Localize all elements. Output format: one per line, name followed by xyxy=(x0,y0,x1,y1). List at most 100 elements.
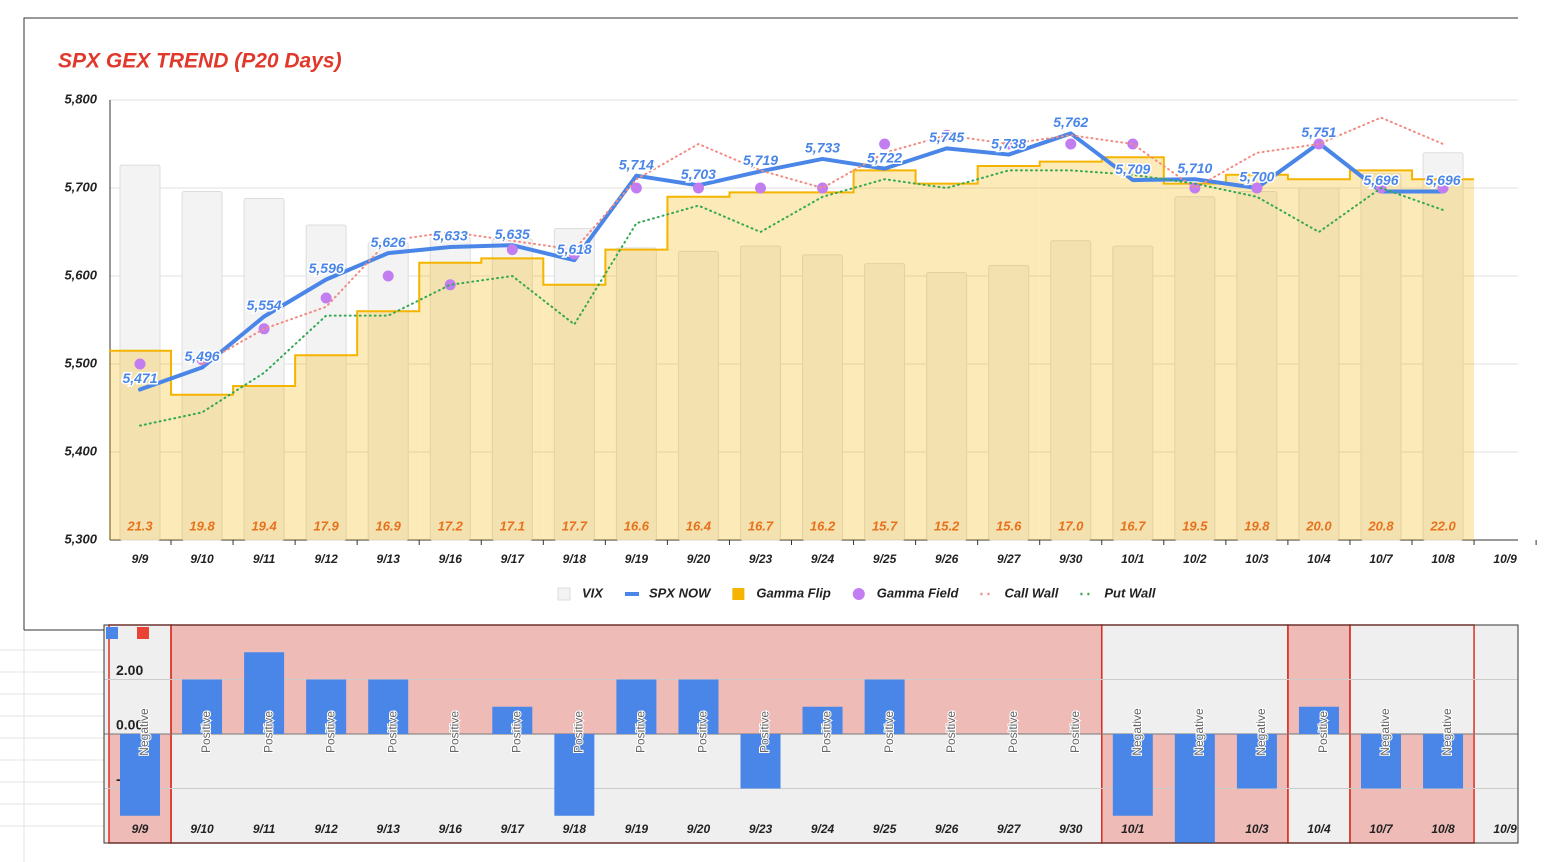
gamma-field-marker xyxy=(320,292,332,304)
regime-label: Positive xyxy=(199,711,213,753)
x-tick-label: 9/11 xyxy=(253,822,276,836)
x-tick-label: 10/4 xyxy=(1307,552,1331,566)
vix-bar xyxy=(119,164,161,541)
bar xyxy=(120,734,160,816)
y-tick-label: 5,500 xyxy=(64,355,97,370)
y-tick-label: 0.00 xyxy=(116,717,143,733)
x-tick-label: 10/1 xyxy=(1121,822,1145,836)
x-tick-label: 9/17 xyxy=(501,822,526,836)
spx-label: 5,709 xyxy=(1115,161,1150,177)
vix-label: 17.0 xyxy=(1058,518,1084,533)
y-tick-label: 5,700 xyxy=(64,179,97,194)
x-tick-label: 9/25 xyxy=(873,822,897,836)
regime-label: Negative xyxy=(1378,708,1392,756)
gamma-flip-area xyxy=(1101,157,1164,540)
legend-label: Gamma Flip xyxy=(756,585,830,600)
vix-label: 20.0 xyxy=(1305,518,1332,533)
gamma-flip-area xyxy=(1412,179,1475,540)
regime-label: Negative xyxy=(1192,708,1206,756)
bar xyxy=(1423,734,1464,789)
x-tick-label: 9/10 xyxy=(190,552,214,566)
gamma-field-marker xyxy=(630,182,642,194)
bar xyxy=(1361,734,1401,789)
legend-swatch xyxy=(106,627,118,639)
regime-label: Negative xyxy=(137,708,151,756)
sheet-grid xyxy=(0,630,104,862)
x-tick-label: 9/26 xyxy=(935,552,959,566)
vix-label: 16.6 xyxy=(624,518,650,533)
vix-bar xyxy=(1174,196,1216,541)
vix-label: 15.2 xyxy=(934,518,960,533)
x-tick-label: 9/17 xyxy=(501,552,526,566)
spx-label: 5,762 xyxy=(1053,114,1088,130)
regime-label: Positive xyxy=(882,711,896,753)
gamma-flip-area xyxy=(729,192,792,540)
regime-label: Positive xyxy=(509,711,523,753)
vix-bar xyxy=(802,254,844,541)
bar xyxy=(864,679,905,734)
gamma-field-marker xyxy=(1251,182,1263,194)
gamma-flip-area xyxy=(1163,183,1226,540)
regime-label: Negative xyxy=(1130,708,1144,756)
gamma-flip-area xyxy=(1350,170,1412,540)
x-tick-label: 10/3 xyxy=(1245,822,1269,836)
x-tick-label: 9/13 xyxy=(377,552,401,566)
bar xyxy=(182,679,223,734)
x-tick-label: 9/16 xyxy=(439,822,463,836)
x-tick-label: 10/2 xyxy=(1183,552,1207,566)
vix-bar xyxy=(1112,245,1154,541)
gamma-flip-line xyxy=(109,156,1475,396)
spx-label: 5,471 xyxy=(122,370,157,386)
vix-label: 16.7 xyxy=(1120,518,1146,533)
x-tick-label: 9/12 xyxy=(314,822,338,836)
chart-frame xyxy=(23,17,1518,630)
gamma-flip-area xyxy=(791,192,854,540)
vix-label: 19.8 xyxy=(189,518,215,533)
gamma-field-marker xyxy=(382,270,394,282)
vix-bar xyxy=(491,238,533,541)
main-chart: 5,300 5,400 5,500 5,600 5,700 5,800 9/9 9/10 9/1… xyxy=(64,91,1537,601)
chart-title: SPX GEX TREND (P20 Days) xyxy=(58,50,342,73)
vix-label: 21.3 xyxy=(126,518,153,533)
vix-label: 19.8 xyxy=(1244,518,1270,533)
regime-label: Negative xyxy=(1254,708,1268,756)
x-tick-label: 9/19 xyxy=(625,822,649,836)
bar xyxy=(244,652,285,734)
spx-label: 5,618 xyxy=(557,241,592,257)
vix-bar xyxy=(988,264,1030,541)
x-tick-label: 9/20 xyxy=(687,822,711,836)
gamma-field-marker xyxy=(444,279,456,291)
spx-label: 5,751 xyxy=(1301,124,1336,140)
bar xyxy=(554,734,595,816)
spx-label: 5,733 xyxy=(805,140,840,156)
gamma-field-marker xyxy=(1437,182,1449,194)
gamma-field-marker xyxy=(506,244,518,256)
spx-label: 5,714 xyxy=(619,156,654,172)
regime-label: Positive xyxy=(758,711,772,753)
wall-line xyxy=(201,116,1445,365)
legend-swatch xyxy=(137,627,149,639)
y-tick-label: 2.00 xyxy=(116,662,143,678)
regime-label: Positive xyxy=(447,711,461,753)
vix-label: 17.1 xyxy=(500,518,525,533)
bar xyxy=(368,679,409,734)
gamma-field-marker xyxy=(568,248,580,260)
x-tick-label: 10/8 xyxy=(1431,822,1455,836)
vix-label: 16.9 xyxy=(376,518,402,533)
wall-line xyxy=(139,169,1445,427)
legend-label: SPX NOW xyxy=(649,585,712,600)
spx-label: 5,703 xyxy=(681,166,716,182)
vix-label: 17.7 xyxy=(562,518,588,533)
legend-label: Call Wall xyxy=(1004,585,1058,600)
vix-label: 16.2 xyxy=(810,518,836,533)
bar xyxy=(306,679,347,734)
x-tick-label: 9/30 xyxy=(1059,552,1083,566)
spx-label: 5,635 xyxy=(495,226,530,242)
legend-label: Put Wall xyxy=(1104,585,1155,600)
spx-label: 5,496 xyxy=(185,348,220,364)
spx-label: 5,719 xyxy=(743,152,778,168)
vix-label: 15.7 xyxy=(872,518,898,533)
vix-bar xyxy=(926,271,968,541)
